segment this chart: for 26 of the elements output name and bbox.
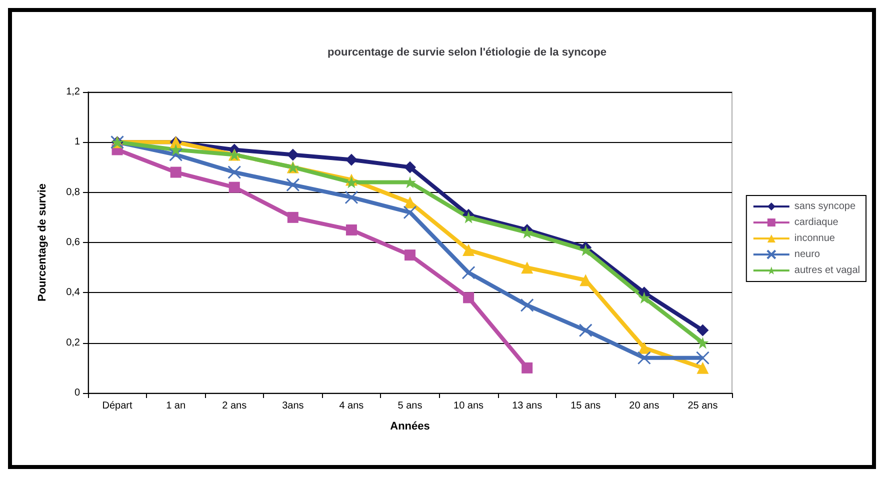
y-tick-label: 1 (74, 136, 80, 148)
x-tick-label: 15 ans (570, 400, 601, 412)
x-tick-label: Départ (102, 400, 132, 412)
legend-label: cardiaque (794, 217, 839, 228)
y-tick-label: 0,4 (66, 287, 80, 298)
x-tick-label: 13 ans (512, 400, 542, 412)
x-tick-label: 1 an (166, 400, 186, 412)
x-tick-label: 2 ans (222, 400, 247, 412)
x-tick-label: 3ans (282, 400, 304, 412)
legend-label: inconnue (794, 233, 836, 244)
legend-label: autres et vagal (794, 265, 860, 276)
x-axis-title: Années (390, 420, 430, 432)
x-tick-label: 25 ans (688, 400, 718, 412)
x-tick-label: 5 ans (398, 400, 422, 412)
y-tick-label: 0 (74, 388, 80, 398)
y-tick-label: 0,2 (66, 337, 80, 348)
x-tick-label: 20 ans (629, 400, 660, 412)
legend-label: neuro (794, 249, 820, 260)
y-tick-label: 0,6 (66, 237, 80, 248)
y-tick-label: 1,2 (66, 86, 80, 98)
y-tick-label: 0,8 (66, 186, 80, 198)
legend-label: sans syncope (794, 201, 856, 212)
chart-title: pourcentage de survie selon l'étiologie de la syncope (328, 46, 606, 58)
x-tick-label: 10 ans (454, 400, 484, 412)
y-axis-title: Pourcentage de survie (36, 184, 48, 302)
x-tick-label: 4 ans (339, 400, 364, 412)
